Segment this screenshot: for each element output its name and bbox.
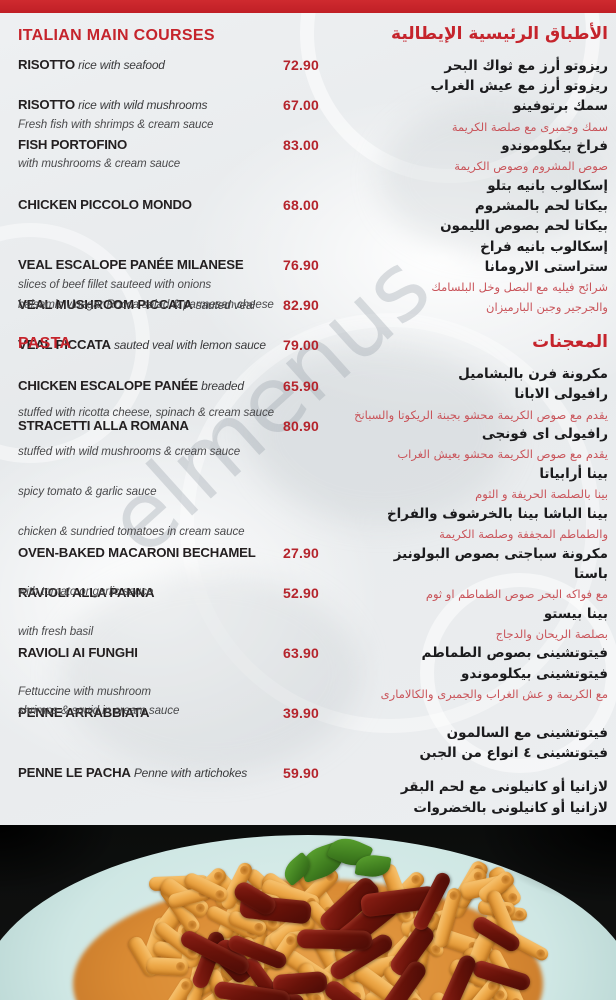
item-name-ar: ريزوتو أرز مع عيش الغراب [346, 78, 608, 94]
menu-sheet: elmenus ITALIAN MAIN COURSES الأطباق الرئ… [0, 13, 616, 825]
item-name: STRACETTI ALLA ROMANA [18, 418, 189, 433]
item-description: Fettuccine with mushroom [18, 685, 338, 698]
item-description: slices of beef fillet sauteed with onion… [18, 278, 338, 291]
item-description-ar: والطماطم المجففة وصلصة الكريمة [346, 527, 608, 541]
menu-item-row[interactable]: RISOTTO rice with wild mushrooms 67.00 [18, 97, 338, 117]
item-name-ar: فيتوتشينى بيكلوموندو [346, 666, 608, 682]
item-name: CHICKEN ESCALOPE PANÉE breaded [18, 378, 244, 393]
item-description: chicken & sundried tomatoes in cream sau… [18, 525, 338, 538]
item-name: VEAL ESCALOPE PANÉE MILANESE [18, 257, 243, 272]
item-price: 65.90 [283, 378, 319, 394]
item-subtitle: rice with wild mushrooms [75, 98, 207, 112]
item-name-ar: لازانيا أو كانيلونى بالخضروات [346, 800, 608, 816]
item-price: 80.90 [283, 418, 319, 434]
item-name-ar: مكرونة سباجتى بصوص البولونيز [346, 546, 608, 562]
item-description: with mushrooms & cream sauce [18, 157, 338, 170]
item-name-ar: بينا بيستو [346, 606, 608, 622]
item-price: 76.90 [283, 257, 319, 273]
item-description: shrimps & squid in cream sauce [18, 704, 338, 717]
item-description: stuffed with ricotta cheese, spinach & c… [18, 406, 338, 419]
sundried-tomato [297, 929, 372, 949]
item-description-ar: مع الكريمة و عش الغراب والجمبرى والكالام… [346, 687, 608, 701]
item-name-ar: سمك برتوفينو [346, 98, 608, 114]
menu-item-row[interactable]: OVEN-BAKED MACARONI BECHAMEL 27.90 [18, 545, 338, 565]
item-name-ar: ريزوتو أرز مع ثواك البحر [346, 58, 608, 74]
item-description: stuffed with wild mushrooms & cream sauc… [18, 445, 338, 458]
penne-piece [146, 957, 188, 976]
item-name-ar: إسكالوب بانيه بتلو [346, 178, 608, 194]
item-description-ar: والجرجير وجبن البارميزان [346, 300, 608, 314]
item-description-ar: بصلصة الريحان والدجاج [346, 627, 608, 641]
menu-item-row[interactable]: RISOTTO rice with seafood 72.90 [18, 57, 338, 77]
item-name-ar: بيكاتا لحم بالمشروم [346, 198, 608, 214]
item-description-ar: يقدم مع صوص الكريمة محشو بعيش الغراب [346, 447, 608, 461]
item-name-ar: إسكالوب بانيه فراخ [346, 239, 608, 255]
item-name-ar: بينا الباشا بينا بالخرشوف والفراخ [346, 506, 608, 522]
item-price: 68.00 [283, 197, 319, 213]
item-name: OVEN-BAKED MACARONI BECHAMEL [18, 545, 256, 560]
item-description-ar: صوص المشروم وصوص الكريمة [346, 159, 608, 173]
item-name: RISOTTO rice with seafood [18, 57, 165, 72]
item-price: 83.00 [283, 137, 319, 153]
menu-item-row[interactable]: VEAL ESCALOPE PANÉE MILANESE 76.90 [18, 257, 338, 277]
menu-item-row[interactable]: PENNE LE PACHA Penne with artichokes 59.9… [18, 765, 338, 785]
item-price: 67.00 [283, 97, 319, 113]
top-red-banner [0, 0, 616, 13]
item-price: 27.90 [283, 545, 319, 561]
section-title-ar: الأطباق الرئيسية الإيطالية [346, 24, 608, 44]
menu-content: ITALIAN MAIN COURSES الأطباق الرئيسية الإ… [0, 13, 616, 825]
item-name-ar: ستراستى الارومانا [346, 259, 608, 275]
menu-item-row[interactable]: RAVIOLI AI FUNGHI 63.90 [18, 645, 338, 665]
item-name-ar: بيكاتا لحم بصوص الليمون [346, 218, 608, 234]
menu-item-row[interactable]: FISH PORTOFINO 83.00 [18, 137, 338, 157]
item-price: 59.90 [283, 765, 319, 781]
menu-item-row[interactable]: STRACETTI ALLA ROMANA 80.90 [18, 418, 338, 438]
section-title-ar: المعجنات [346, 332, 608, 352]
item-description: spicy tomato & garlic sauce [18, 485, 338, 498]
item-name-ar: رافيولى اى فونجى [346, 426, 608, 442]
item-name: PENNE LE PACHA Penne with artichokes [18, 765, 247, 780]
item-name: FISH PORTOFINO [18, 137, 127, 152]
item-name: RISOTTO rice with wild mushrooms [18, 97, 207, 112]
section-title-en: PASTA [18, 335, 338, 353]
item-name-ar: فيتوتشينى مع السالمون [346, 725, 608, 741]
item-description: with tomato or garlic sauce [18, 585, 338, 598]
item-name-ar: باستا [346, 566, 608, 582]
item-description-ar: شرائح فيليه مع البصل وخل البلسامك [346, 280, 608, 294]
item-description: Fresh fish with shrimps & cream sauce [18, 118, 338, 131]
item-description-ar: يقدم مع صوص الكريمة محشو بجبنة الريكوتا … [346, 408, 608, 422]
food-photo [0, 825, 616, 1000]
menu-item-row[interactable]: CHICKEN ESCALOPE PANÉE breaded 65.90 [18, 378, 338, 398]
item-subtitle: Penne with artichokes [131, 766, 247, 780]
item-description-ar: بينا بالصلصة الحريفة و الثوم [346, 487, 608, 501]
item-name-ar: لازانيا أو كانيلونى مع لحم البقر [346, 779, 608, 795]
item-description: with fresh basil [18, 625, 338, 638]
item-description-ar: سمك وجمبرى مع صلصة الكريمة [346, 120, 608, 134]
item-description: balsamic vinegar Rocca salad & parmesan … [18, 298, 338, 311]
menu-item-row[interactable]: CHICKEN PICCOLO MONDO 68.00 [18, 197, 338, 217]
item-subtitle: rice with seafood [75, 58, 165, 72]
item-price: 63.90 [283, 645, 319, 661]
item-name-ar: فيتوتشينى ٤ انواع من الجبن [346, 745, 608, 761]
item-name-ar: مكرونة فرن بالبشاميل [346, 366, 608, 382]
item-description-ar: مع فواكه البحر صوص الطماطم او ثوم [346, 587, 608, 601]
item-subtitle: breaded [198, 379, 244, 393]
item-name-ar: بينا أرابياتا [346, 466, 608, 482]
item-name: CHICKEN PICCOLO MONDO [18, 197, 192, 212]
item-price: 72.90 [283, 57, 319, 73]
item-name-ar: فراخ بيكلوموندو [346, 138, 608, 154]
item-name-ar: فيتوتشينى بصوص الطماطم [346, 645, 608, 661]
item-name-ar: رافيولى الابانا [346, 386, 608, 402]
item-name: RAVIOLI AI FUNGHI [18, 645, 138, 660]
section-title-en: ITALIAN MAIN COURSES [18, 27, 338, 45]
